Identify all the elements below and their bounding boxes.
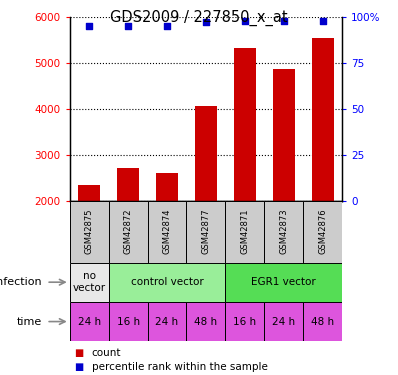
FancyBboxPatch shape	[225, 262, 342, 302]
FancyBboxPatch shape	[109, 201, 148, 262]
Text: GSM42877: GSM42877	[201, 209, 211, 254]
FancyBboxPatch shape	[70, 201, 109, 262]
Text: GDS2009 / 227850_x_at: GDS2009 / 227850_x_at	[110, 9, 288, 26]
Text: 24 h: 24 h	[156, 316, 179, 327]
Text: ■: ■	[74, 362, 83, 372]
Text: ■: ■	[74, 348, 83, 358]
Text: 16 h: 16 h	[117, 316, 140, 327]
Point	[281, 18, 287, 24]
FancyBboxPatch shape	[70, 262, 109, 302]
Text: GSM42876: GSM42876	[318, 209, 327, 254]
Point	[125, 23, 131, 29]
FancyBboxPatch shape	[303, 201, 342, 262]
FancyBboxPatch shape	[148, 201, 187, 262]
Text: control vector: control vector	[131, 277, 203, 287]
Text: GSM42875: GSM42875	[85, 209, 94, 254]
Text: count: count	[92, 348, 121, 358]
Text: EGR1 vector: EGR1 vector	[252, 277, 316, 287]
Text: GSM42874: GSM42874	[162, 209, 172, 254]
FancyBboxPatch shape	[70, 302, 109, 341]
Point	[164, 23, 170, 29]
Point	[320, 18, 326, 24]
FancyBboxPatch shape	[187, 302, 225, 341]
Bar	[117, 168, 139, 201]
FancyBboxPatch shape	[187, 201, 225, 262]
Text: 24 h: 24 h	[78, 316, 101, 327]
FancyBboxPatch shape	[225, 302, 264, 341]
Bar	[156, 173, 178, 201]
Text: GSM42872: GSM42872	[123, 209, 133, 254]
FancyBboxPatch shape	[148, 302, 187, 341]
FancyBboxPatch shape	[264, 302, 303, 341]
Bar	[273, 69, 295, 201]
Text: percentile rank within the sample: percentile rank within the sample	[92, 362, 267, 372]
Point	[242, 18, 248, 24]
Text: time: time	[17, 316, 42, 327]
Bar	[234, 48, 256, 201]
Bar	[312, 38, 334, 201]
Point	[86, 23, 92, 29]
Text: no
vector: no vector	[72, 272, 106, 293]
Text: 24 h: 24 h	[272, 316, 295, 327]
FancyBboxPatch shape	[264, 201, 303, 262]
FancyBboxPatch shape	[303, 302, 342, 341]
FancyBboxPatch shape	[225, 201, 264, 262]
Point	[203, 20, 209, 26]
Text: GSM42871: GSM42871	[240, 209, 250, 254]
FancyBboxPatch shape	[109, 302, 148, 341]
Text: GSM42873: GSM42873	[279, 209, 289, 254]
Text: 16 h: 16 h	[233, 316, 256, 327]
Text: 48 h: 48 h	[194, 316, 218, 327]
FancyBboxPatch shape	[109, 262, 225, 302]
Bar	[195, 106, 217, 201]
Text: infection: infection	[0, 277, 42, 287]
Bar	[78, 184, 100, 201]
Text: 48 h: 48 h	[311, 316, 334, 327]
